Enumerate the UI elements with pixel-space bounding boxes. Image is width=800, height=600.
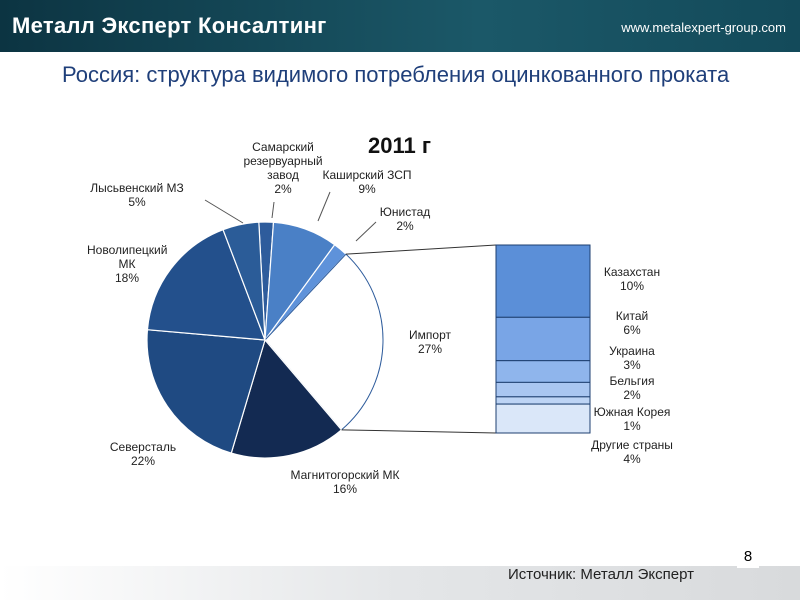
data-label: Китай 6% bbox=[577, 309, 687, 337]
value-label: 10% bbox=[619, 279, 645, 293]
leader-line bbox=[204, 199, 244, 224]
category-label: Бельгия bbox=[609, 374, 655, 388]
category-label: Украина bbox=[609, 344, 655, 358]
category-label: Южная Корея bbox=[593, 405, 671, 419]
pie-slice bbox=[146, 329, 266, 454]
url: www.metalexpert-group.com bbox=[621, 20, 786, 35]
data-label: Бельгия 2% bbox=[577, 374, 687, 402]
data-label: Юнистад 2% bbox=[370, 205, 440, 233]
pie-slice bbox=[222, 221, 266, 341]
leader-line bbox=[317, 191, 331, 222]
category-label: Магнитогорский МК bbox=[290, 468, 400, 482]
data-label: Казахстан 10% bbox=[577, 265, 687, 293]
bar-segment bbox=[495, 316, 591, 362]
bar-segment bbox=[495, 396, 591, 405]
value-label: 2% bbox=[274, 182, 292, 196]
footer bbox=[0, 566, 800, 600]
category-label: Новолипецкий МК bbox=[87, 243, 168, 271]
data-label: Магнитогорский МК 16% bbox=[285, 468, 405, 496]
value-label: 6% bbox=[623, 323, 641, 337]
value-label: 4% bbox=[623, 452, 641, 466]
data-label: Новолипецкий МК 18% bbox=[87, 243, 167, 285]
pie-slice bbox=[146, 228, 266, 341]
connector bbox=[345, 244, 497, 255]
category-label: Юнистад bbox=[379, 205, 431, 219]
data-label: Украина 3% bbox=[577, 344, 687, 372]
category-label: Самарский резервуарный завод bbox=[243, 140, 323, 182]
slide-title: Россия: структура видимого потребления о… bbox=[62, 62, 730, 87]
value-label: 5% bbox=[128, 195, 146, 209]
category-label: Китай bbox=[615, 309, 649, 323]
bar-segment bbox=[495, 381, 591, 398]
value-label: 9% bbox=[358, 182, 376, 196]
bar-segment bbox=[495, 360, 591, 383]
pie-slice bbox=[230, 338, 343, 459]
data-label: Северсталь 22% bbox=[93, 440, 193, 468]
leader-line bbox=[355, 221, 377, 242]
category-label: Северсталь bbox=[109, 440, 177, 454]
source: Источник: Металл Эксперт bbox=[508, 566, 694, 583]
value-label: 18% bbox=[114, 271, 140, 285]
page-number: 8 bbox=[737, 548, 759, 568]
data-label: Южная Корея 1% bbox=[577, 405, 687, 433]
bar-segment bbox=[495, 403, 591, 434]
value-label: 27% bbox=[417, 342, 443, 356]
category-label: Лысьвенский МЗ bbox=[90, 181, 184, 195]
data-label: Импорт 27% bbox=[395, 328, 465, 356]
data-label: Каширский ЗСП 9% bbox=[322, 168, 412, 196]
leader-lines bbox=[204, 191, 377, 242]
category-label: Другие страны bbox=[591, 438, 673, 452]
header: Металл Эксперт Консалтинг www.metalexper… bbox=[0, 0, 800, 52]
data-label: Лысьвенский МЗ 5% bbox=[82, 181, 192, 209]
data-label: Другие страны 4% bbox=[577, 438, 687, 466]
leader-line bbox=[271, 201, 275, 219]
pie-slice bbox=[264, 253, 384, 431]
data-label: Самарский резервуарный завод 2% bbox=[228, 140, 338, 196]
value-label: 16% bbox=[332, 482, 358, 496]
connector bbox=[341, 429, 497, 434]
category-label: Импорт bbox=[409, 328, 451, 342]
value-label: 2% bbox=[396, 219, 414, 233]
company-name: Металл Эксперт Консалтинг bbox=[12, 13, 327, 38]
category-label: Казахстан bbox=[603, 265, 661, 279]
bar-segment bbox=[495, 244, 591, 318]
category-label: Каширский ЗСП bbox=[322, 168, 412, 182]
chart-title: 2011 г bbox=[368, 133, 432, 158]
value-label: 2% bbox=[623, 388, 641, 402]
value-label: 1% bbox=[623, 419, 641, 433]
value-label: 3% bbox=[623, 358, 641, 372]
value-label: 22% bbox=[130, 454, 156, 468]
